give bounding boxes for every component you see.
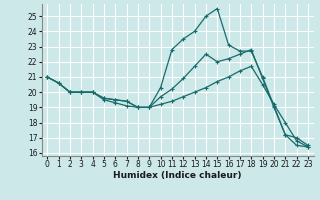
X-axis label: Humidex (Indice chaleur): Humidex (Indice chaleur)	[113, 171, 242, 180]
